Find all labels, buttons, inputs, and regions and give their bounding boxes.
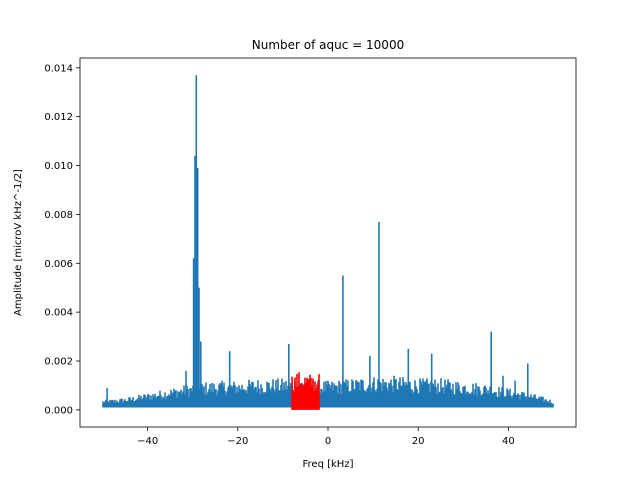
x-tick-label-3: 20: [412, 436, 425, 447]
x-tick-label-1: −20: [227, 436, 248, 447]
series-0: [102, 75, 554, 408]
y-tick-label-2: 0.004: [44, 308, 73, 319]
y-tick-label-6: 0.012: [44, 112, 73, 123]
y-axis-label: Amplitude [microV kHz^-1/2]: [13, 169, 24, 316]
y-axis: 0.000 0.002 0.004 0.006 0.008 0.010 0.012 0.014: [44, 63, 80, 416]
chart-title: Number of aquc = 10000: [252, 38, 404, 52]
x-tick-label-4: 40: [502, 436, 515, 447]
x-tick-label-0: −40: [137, 436, 158, 447]
series-1: [291, 372, 320, 410]
x-axis: −40 −20 0 20 40: [137, 427, 515, 447]
y-tick-label-7: 0.014: [44, 63, 73, 74]
data-layer: [102, 75, 554, 410]
y-tick-label-0: 0.000: [44, 405, 73, 416]
x-tick-label-2: 0: [325, 436, 331, 447]
y-tick-label-3: 0.006: [44, 259, 73, 270]
y-tick-label-5: 0.010: [44, 161, 73, 172]
y-tick-label-4: 0.008: [44, 210, 73, 221]
y-tick-label-1: 0.002: [44, 357, 73, 368]
series-1-noise: [291, 372, 320, 410]
x-axis-label: Freq [kHz]: [303, 459, 354, 470]
